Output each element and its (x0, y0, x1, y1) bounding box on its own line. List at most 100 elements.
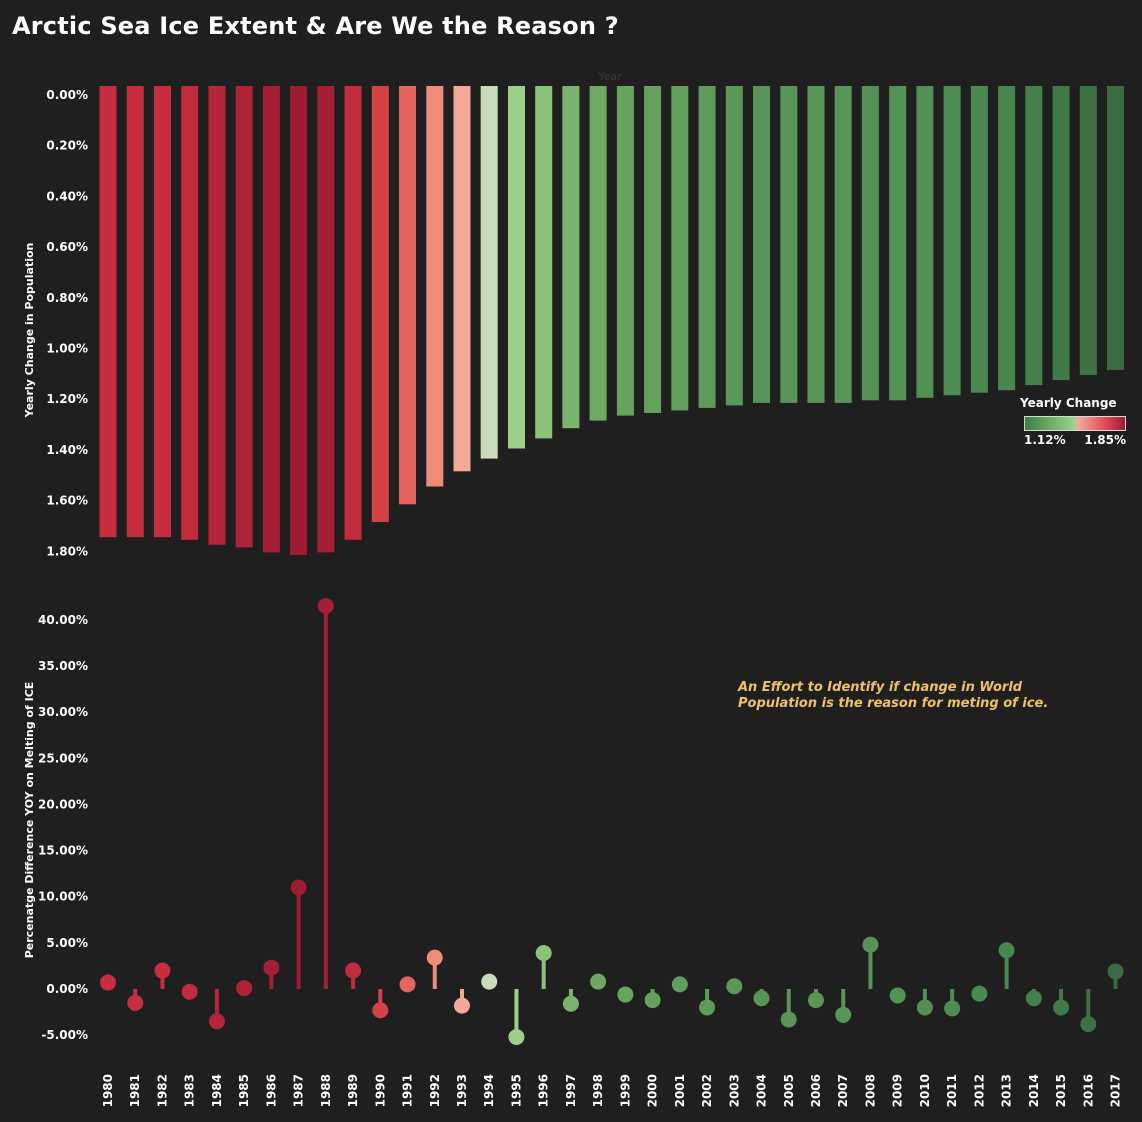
bar-y-tick: 0.80% (46, 291, 88, 305)
bar-2005[interactable] (780, 86, 798, 403)
bar-2007[interactable] (834, 86, 852, 403)
lollipop-point-2001[interactable] (671, 976, 688, 993)
lollipop-point-1993[interactable] (453, 997, 470, 1014)
bar-2010[interactable] (916, 86, 934, 398)
bar-2001[interactable] (671, 86, 689, 411)
lollipop-point-2014[interactable] (1025, 990, 1042, 1007)
bar-2002[interactable] (698, 86, 716, 408)
lollipop-point-2008[interactable] (862, 936, 879, 953)
year-label-1990: 1990 (373, 1074, 387, 1107)
lollipop-point-2017[interactable] (1107, 963, 1124, 980)
bar-2015[interactable] (1052, 86, 1070, 381)
bar-2009[interactable] (889, 86, 907, 401)
bar-1994[interactable] (480, 86, 498, 459)
lollipop-point-2013[interactable] (998, 942, 1015, 959)
bar-1998[interactable] (589, 86, 607, 421)
lollipop-point-1992[interactable] (426, 949, 443, 966)
bar-1980[interactable] (99, 86, 117, 538)
bar-1991[interactable] (399, 86, 416, 505)
lollipop-point-1990[interactable] (372, 1002, 389, 1019)
bar-y-tick: 0.20% (46, 139, 88, 153)
bar-1984[interactable] (208, 86, 226, 545)
lollipop-point-1991[interactable] (399, 976, 416, 993)
year-label-2008: 2008 (863, 1074, 877, 1107)
lollipop-point-1981[interactable] (127, 994, 144, 1011)
lollipop-point-2015[interactable] (1053, 999, 1070, 1016)
bar-1996[interactable] (535, 86, 553, 439)
color-legend: Yearly Change 1.12% 1.85% (1016, 396, 1128, 447)
bar-2013[interactable] (998, 86, 1016, 391)
bar-2003[interactable] (725, 86, 743, 406)
lollipop-point-2009[interactable] (889, 987, 906, 1004)
bar-2004[interactable] (753, 86, 770, 403)
year-label-2002: 2002 (700, 1074, 714, 1107)
bar-2014[interactable] (1025, 86, 1043, 386)
year-label-2006: 2006 (809, 1074, 823, 1107)
lollipop-point-1987[interactable] (290, 879, 307, 896)
bar-2011[interactable] (943, 86, 961, 396)
legend-title: Yearly Change (1020, 396, 1117, 410)
bar-1997[interactable] (562, 86, 580, 429)
year-label-2013: 2013 (1000, 1074, 1014, 1107)
lollipop-point-2005[interactable] (780, 1011, 797, 1028)
year-label-2009: 2009 (891, 1074, 905, 1107)
year-label-2004: 2004 (755, 1074, 769, 1107)
lollipop-point-1980[interactable] (100, 974, 116, 991)
lollipop-point-2016[interactable] (1080, 1016, 1097, 1033)
lollipop-point-1986[interactable] (263, 959, 280, 976)
lollipop-point-2000[interactable] (644, 992, 661, 1009)
lollipop-point-2007[interactable] (835, 1006, 852, 1023)
bar-1981[interactable] (126, 86, 144, 538)
lollipop-point-1988[interactable] (317, 597, 334, 614)
lollipop-point-1995[interactable] (508, 1028, 525, 1045)
year-label-1997: 1997 (564, 1074, 578, 1107)
bar-1995[interactable] (508, 86, 525, 449)
year-label-1981: 1981 (128, 1074, 142, 1107)
lollipop-point-2010[interactable] (916, 999, 933, 1016)
lollipop-y-tick: 20.00% (38, 797, 88, 811)
bar-1993[interactable] (453, 86, 471, 472)
year-label-1983: 1983 (183, 1074, 197, 1107)
lollipop-point-2006[interactable] (807, 992, 824, 1009)
lollipop-point-1999[interactable] (617, 986, 634, 1003)
lollipop-point-1984[interactable] (208, 1013, 225, 1030)
bar-2017[interactable] (1107, 86, 1124, 370)
bar-1987[interactable] (290, 86, 308, 555)
bar-1985[interactable] (235, 86, 253, 548)
bar-1999[interactable] (616, 86, 634, 416)
bar-2006[interactable] (807, 86, 825, 403)
year-label-1988: 1988 (319, 1074, 333, 1107)
lollipop-point-1994[interactable] (481, 973, 498, 990)
lollipop-point-2002[interactable] (699, 999, 716, 1016)
lollipop-point-2012[interactable] (971, 985, 988, 1002)
bar-1982[interactable] (154, 86, 171, 538)
lollipop-point-1998[interactable] (590, 973, 607, 990)
bar-1990[interactable] (371, 86, 389, 522)
year-label-1991: 1991 (401, 1074, 415, 1107)
lollipop-point-2004[interactable] (753, 990, 770, 1007)
lollipop-point-1996[interactable] (535, 945, 552, 962)
year-label-1986: 1986 (264, 1074, 278, 1107)
lollipop-point-1997[interactable] (562, 995, 579, 1012)
bar-2012[interactable] (970, 86, 988, 393)
lollipop-y-tick: 40.00% (38, 613, 88, 627)
lollipop-point-2011[interactable] (944, 1000, 961, 1017)
bar-1992[interactable] (426, 86, 444, 487)
year-label-2014: 2014 (1027, 1074, 1041, 1107)
lollipop-point-1989[interactable] (345, 962, 362, 979)
bar-2016[interactable] (1079, 86, 1097, 375)
lollipop-point-2003[interactable] (726, 978, 743, 995)
bar-x-axis-title: Year (597, 70, 622, 83)
bar-1989[interactable] (344, 86, 362, 540)
bar-2000[interactable] (644, 86, 662, 413)
year-label-2003: 2003 (727, 1074, 741, 1107)
bar-2008[interactable] (861, 86, 879, 401)
lollipop-point-1982[interactable] (154, 962, 171, 979)
bar-1988[interactable] (317, 86, 335, 553)
bar-1986[interactable] (262, 86, 280, 553)
legend-labels: 1.12% 1.85% (1024, 433, 1126, 447)
lollipop-point-1985[interactable] (236, 980, 253, 997)
lollipop-point-1983[interactable] (181, 983, 198, 1000)
bar-1983[interactable] (181, 86, 199, 540)
